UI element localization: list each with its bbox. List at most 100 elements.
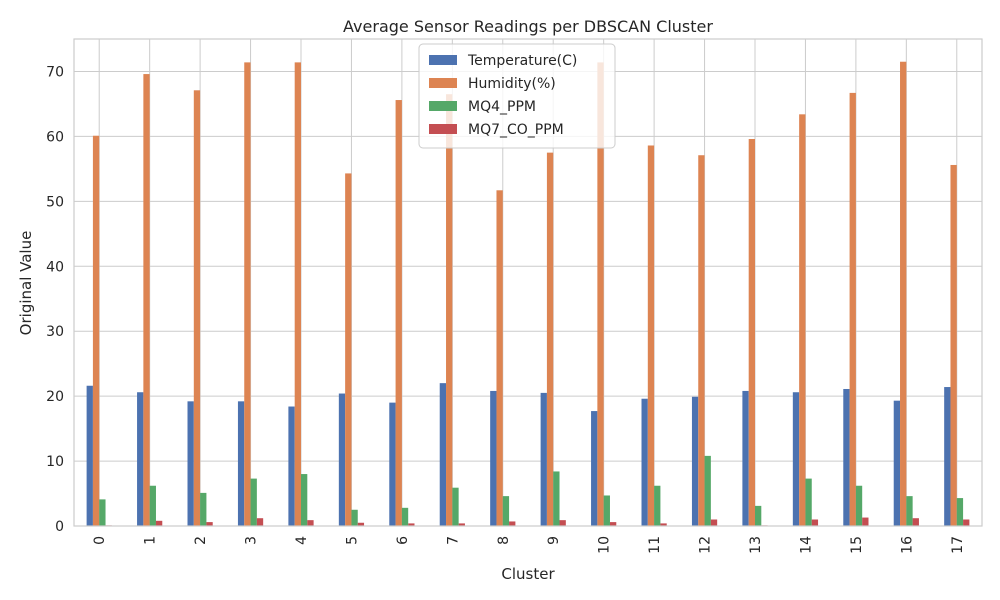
bar — [647, 145, 655, 526]
legend: Temperature(C) Humidity(%) MQ4_PPM MQ7_CO_P… — [418, 43, 616, 149]
bar — [811, 519, 819, 526]
legend-label: Humidity(%) — [468, 76, 556, 92]
series-group — [92, 61, 957, 527]
x-axis-title: Cluster — [501, 565, 555, 583]
x-tick-label: 5 — [344, 536, 360, 545]
bar — [963, 519, 970, 526]
legend-swatch — [429, 124, 457, 134]
series-group — [99, 455, 964, 526]
y-tick-label: 40 — [46, 259, 64, 275]
y-tick-label: 60 — [46, 129, 64, 145]
bar — [944, 387, 951, 526]
bar — [137, 392, 144, 526]
bar — [99, 499, 106, 526]
bar — [294, 62, 301, 526]
bar — [862, 517, 869, 526]
bar — [452, 487, 459, 526]
bar — [301, 474, 308, 526]
legend-label: MQ4_PPM — [468, 99, 536, 115]
bar — [502, 496, 510, 526]
legend-label: Temperature(C) — [467, 53, 577, 69]
plot-frame — [73, 38, 983, 527]
bar — [439, 383, 447, 526]
bar — [193, 90, 201, 526]
bar — [338, 393, 346, 526]
bar — [200, 492, 207, 526]
x-tick-label: 6 — [395, 536, 411, 545]
x-tick-label: 11 — [647, 536, 663, 554]
bars — [86, 61, 970, 527]
x-tick-label: 8 — [496, 536, 512, 545]
bar — [710, 519, 718, 526]
x-tick-label: 16 — [899, 536, 915, 554]
series-group — [105, 517, 970, 526]
bar — [458, 523, 465, 526]
x-tick-label: 17 — [950, 536, 966, 554]
x-tick-label: 9 — [546, 536, 562, 545]
bar — [893, 400, 901, 526]
bar — [906, 496, 913, 526]
y-tick-label: 70 — [46, 64, 64, 80]
x-tick-label: 10 — [597, 536, 613, 554]
x-tick-label: 0 — [92, 536, 108, 545]
bar — [351, 509, 358, 526]
y-tick-labels: 0 10 20 30 40 50 60 70 — [46, 64, 64, 535]
bar — [805, 478, 812, 526]
bar — [553, 471, 560, 526]
bar — [187, 401, 194, 526]
bar — [92, 135, 100, 526]
bar — [641, 398, 648, 526]
series-group — [86, 383, 951, 526]
x-tick-label: 12 — [698, 536, 714, 554]
bar — [288, 406, 295, 526]
bar — [446, 94, 453, 527]
bar — [956, 498, 964, 526]
bar — [559, 520, 566, 526]
bar — [86, 385, 93, 526]
y-tick-label: 20 — [46, 389, 64, 405]
bar — [357, 522, 365, 526]
x-tick-label: 13 — [748, 536, 764, 554]
legend-label: MQ7_CO_PPM — [468, 122, 564, 138]
y-axis-title: Original Value — [17, 231, 35, 336]
bar — [900, 61, 907, 527]
x-tick-label: 2 — [193, 536, 209, 545]
bar — [345, 173, 352, 527]
bar — [748, 138, 755, 527]
bar — [546, 152, 554, 526]
bar — [149, 485, 156, 526]
bar — [691, 396, 699, 526]
y-tick-label: 30 — [46, 324, 64, 340]
bar — [490, 390, 497, 526]
bar — [250, 478, 257, 526]
bar — [704, 455, 711, 526]
bar — [792, 392, 800, 526]
y-tick-label: 0 — [55, 519, 64, 535]
bar — [395, 100, 402, 527]
x-tick-label: 15 — [849, 536, 865, 554]
x-tick-labels: 0 1 2 3 4 5 6 7 8 9 10 11 12 13 14 15 16 17 — [92, 536, 966, 554]
bar — [155, 520, 163, 526]
bar — [509, 521, 516, 526]
bar — [698, 155, 705, 527]
bar — [244, 62, 251, 526]
bar — [591, 411, 598, 526]
x-tick-label: 1 — [143, 536, 159, 545]
bar — [401, 507, 409, 526]
x-tick-label: 7 — [445, 536, 461, 545]
x-tick-label: 3 — [244, 536, 260, 545]
bar — [855, 485, 863, 526]
bar — [408, 523, 415, 526]
legend-swatch — [429, 55, 457, 65]
bar — [237, 401, 245, 526]
bar — [849, 92, 856, 527]
legend-swatch — [429, 78, 457, 88]
bar — [206, 522, 213, 526]
bar — [307, 520, 314, 526]
chart-title: Average Sensor Readings per DBSCAN Clust… — [343, 17, 713, 36]
bar — [912, 518, 919, 526]
y-tick-label: 50 — [46, 194, 64, 210]
bar — [755, 505, 762, 526]
